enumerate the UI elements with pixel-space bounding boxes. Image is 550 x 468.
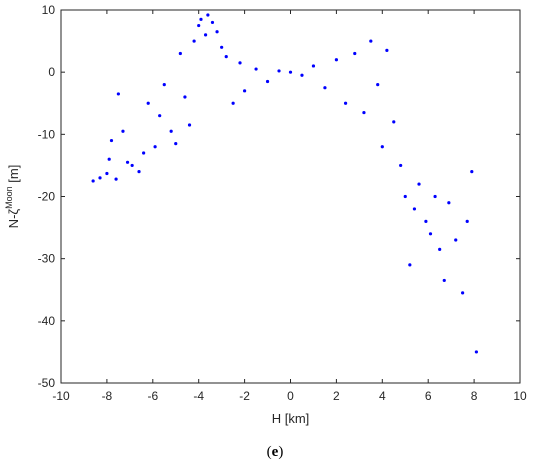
data-point [438,247,442,251]
data-point [417,182,421,186]
x-tick-label: 8 [471,389,478,403]
data-point [231,101,235,105]
data-point [169,129,173,133]
data-point [433,194,437,199]
data-point [353,51,357,56]
caption-open: ( [266,444,272,460]
data-point [158,114,162,118]
data-point [187,123,192,127]
data-point [215,30,219,34]
data-point [199,17,203,21]
data-point [465,219,469,223]
y-axis-label-base: N- [6,215,21,229]
data-point [399,163,403,168]
data-point [323,86,327,90]
data-point [125,160,130,164]
data-point [408,263,412,267]
data-point [142,151,146,155]
plot-background [61,10,520,383]
x-tick-label: 4 [379,389,386,403]
data-point [288,70,293,74]
data-point [224,55,228,59]
data-point [474,350,478,354]
data-point [116,92,120,96]
data-point [392,120,396,124]
data-point [470,170,474,174]
data-point [105,171,109,176]
y-tick-label: -40 [38,314,56,328]
caption-letter: e [271,444,279,460]
data-point [424,219,428,223]
data-point [461,291,465,295]
data-point [206,13,210,17]
data-point [362,110,366,115]
data-point [369,39,373,43]
data-point [114,177,118,181]
data-point [300,73,304,77]
data-point [385,48,389,53]
x-tick-label: -2 [239,389,250,403]
x-tick-label: -4 [193,389,204,403]
x-tick-label: -10 [52,389,70,403]
data-point [428,232,433,236]
data-point [174,142,178,146]
data-point [412,207,417,211]
data-point [376,83,380,87]
x-tick-label: -8 [102,389,113,403]
data-point [130,163,134,168]
figure-caption: (e) [0,444,550,461]
y-axis-label-superscript: Moon [4,186,14,209]
data-point [203,33,208,37]
data-point [210,20,215,25]
data-point [447,201,451,205]
data-point [178,51,182,56]
caption-close: ) [278,444,284,460]
data-points [91,13,478,354]
data-point [98,176,102,180]
data-point [277,69,281,73]
data-point [254,67,258,71]
x-tick-label: 6 [425,389,432,403]
data-point [183,95,187,99]
data-point [91,179,95,183]
data-point [109,138,114,143]
data-point [192,39,196,43]
data-point [334,58,338,62]
y-tick-label: -50 [38,376,56,390]
data-point [153,145,157,149]
data-point [343,101,348,105]
data-point [121,129,125,133]
data-point [380,145,384,149]
data-point [137,170,141,174]
data-point [197,23,201,28]
data-point [442,278,446,283]
y-tick-label: -10 [38,127,56,141]
x-tick-label: 2 [333,389,340,403]
x-axis-label: H [km] [272,411,310,426]
x-tick-label: -6 [147,389,158,403]
data-point [243,89,247,93]
x-tick-label: 0 [287,389,294,403]
data-point [454,238,458,242]
y-axis-label: N-ζMoon [m] [4,165,21,229]
data-point [107,157,111,161]
data-point [265,79,270,84]
data-point [146,101,150,105]
y-tick-label: -30 [38,252,56,266]
data-point [311,64,316,68]
y-axis-label-symbol: ζ [6,209,21,215]
data-point [238,61,242,65]
y-tick-label: 10 [42,3,56,17]
data-point [162,83,166,87]
y-tick-label: -20 [38,190,56,204]
data-point [403,194,407,199]
y-axis-label-unit: [m] [6,165,21,187]
data-point [220,45,224,49]
x-tick-label: 10 [513,389,527,403]
y-tick-label: 0 [48,65,55,79]
